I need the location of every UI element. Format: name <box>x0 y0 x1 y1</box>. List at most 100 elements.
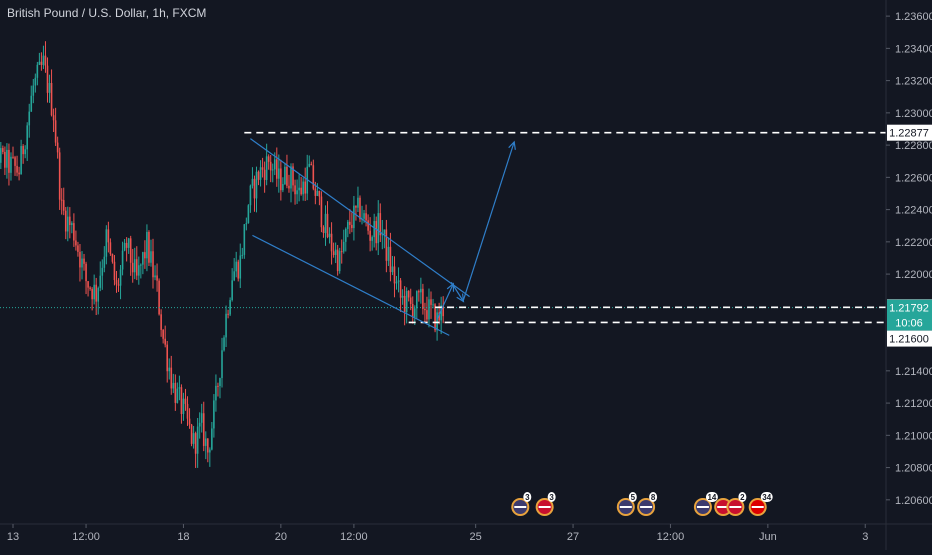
candle-body <box>79 251 81 268</box>
candle-body <box>223 337 225 351</box>
candle-body <box>194 433 197 454</box>
candle-body <box>146 231 148 259</box>
candle-body <box>334 249 337 256</box>
candle-body <box>87 281 89 288</box>
flag-stripe <box>640 506 653 508</box>
candle-body <box>424 308 426 311</box>
candle-body <box>379 213 382 236</box>
candle-body <box>275 159 278 179</box>
candle-body <box>381 234 384 236</box>
y-tick-label: 1.22200 <box>895 237 932 249</box>
x-tick-label: 12:00 <box>657 531 685 543</box>
candle-body <box>148 231 150 263</box>
y-tick-label: 1.22800 <box>895 140 932 152</box>
y-tick-label: 1.23400 <box>895 43 932 55</box>
candle-body <box>152 251 154 278</box>
candle-body <box>349 221 351 225</box>
candle-body <box>312 165 315 189</box>
candle-body <box>138 265 140 276</box>
candle-body <box>347 221 349 229</box>
candle-body <box>426 310 428 320</box>
projection-arrow-2-head <box>456 293 465 303</box>
candle-body <box>219 378 221 387</box>
candle-body <box>316 190 319 196</box>
candle-body <box>294 185 296 195</box>
candle-body <box>144 252 146 259</box>
x-tick-label: 12:00 <box>72 531 100 543</box>
candle-body <box>99 275 102 288</box>
candle-body <box>85 263 87 282</box>
flag-stripe <box>538 506 551 508</box>
candle-body <box>265 156 268 180</box>
flag-stripe <box>696 506 709 508</box>
candle-body <box>288 185 290 189</box>
candle-body <box>442 305 444 317</box>
price-axis[interactable]: 1.23600 1.23400 1.23200 1.23000 1.22800 1.226… <box>886 11 932 507</box>
candle-body <box>60 199 63 201</box>
candle-body <box>188 418 191 425</box>
candle-body <box>111 253 114 262</box>
candle-body <box>164 338 166 345</box>
candle-body <box>351 224 353 229</box>
candle-body <box>375 221 378 244</box>
candle-body <box>64 210 67 232</box>
candle-body <box>304 181 306 194</box>
candle-body <box>123 242 126 251</box>
y-tick-label: 1.22600 <box>895 172 932 184</box>
flag-stripe <box>514 506 527 508</box>
candle-body <box>420 288 422 293</box>
event-count-label: 3 <box>549 493 554 502</box>
x-tick-label: 25 <box>470 531 482 543</box>
flag-stripe <box>729 506 742 508</box>
candle-body <box>245 223 248 225</box>
candle-body <box>190 424 193 444</box>
candle-body <box>302 181 304 195</box>
candle-body <box>172 382 175 389</box>
event-count-label: 2 <box>740 493 745 502</box>
candle-body <box>401 295 404 298</box>
candle-body <box>77 245 79 252</box>
candle-body <box>186 403 189 419</box>
candle-body <box>202 413 205 446</box>
y-tick-label: 1.20800 <box>895 463 932 475</box>
y-tick-label: 1.20600 <box>895 495 932 507</box>
candle-body <box>113 261 116 281</box>
candle-body <box>18 172 20 175</box>
candle-body <box>403 295 406 313</box>
candle-body <box>56 142 59 153</box>
candle-body <box>66 216 69 232</box>
candle-body <box>440 305 442 321</box>
candle-body <box>399 280 402 298</box>
candle-body <box>357 197 359 208</box>
candle-body <box>300 187 302 195</box>
candle-body <box>158 280 160 315</box>
candle-body <box>217 385 219 387</box>
candle-body <box>373 221 375 238</box>
candle-body <box>407 291 410 298</box>
event-count-label: 34 <box>762 493 771 502</box>
levels-layer <box>0 131 886 324</box>
candle-body <box>4 151 6 168</box>
candle-body <box>387 246 390 261</box>
candle-body <box>30 95 33 112</box>
event-count-badge <box>547 492 556 502</box>
candle-body <box>117 284 120 286</box>
y-tick-label: 1.23600 <box>895 11 932 23</box>
candle-body <box>109 242 112 254</box>
candle-body <box>261 167 264 170</box>
candle-body <box>200 413 203 423</box>
candle-body <box>140 264 142 266</box>
candle-body <box>318 190 321 197</box>
candle-body <box>2 148 4 152</box>
candle-body <box>241 254 244 256</box>
drawings-layer <box>250 138 516 336</box>
candle-body <box>69 216 71 225</box>
candle-body <box>298 187 300 191</box>
candle-body <box>204 438 207 446</box>
candle-body <box>24 149 26 155</box>
candle-body <box>237 261 240 279</box>
candle-body <box>389 246 392 273</box>
